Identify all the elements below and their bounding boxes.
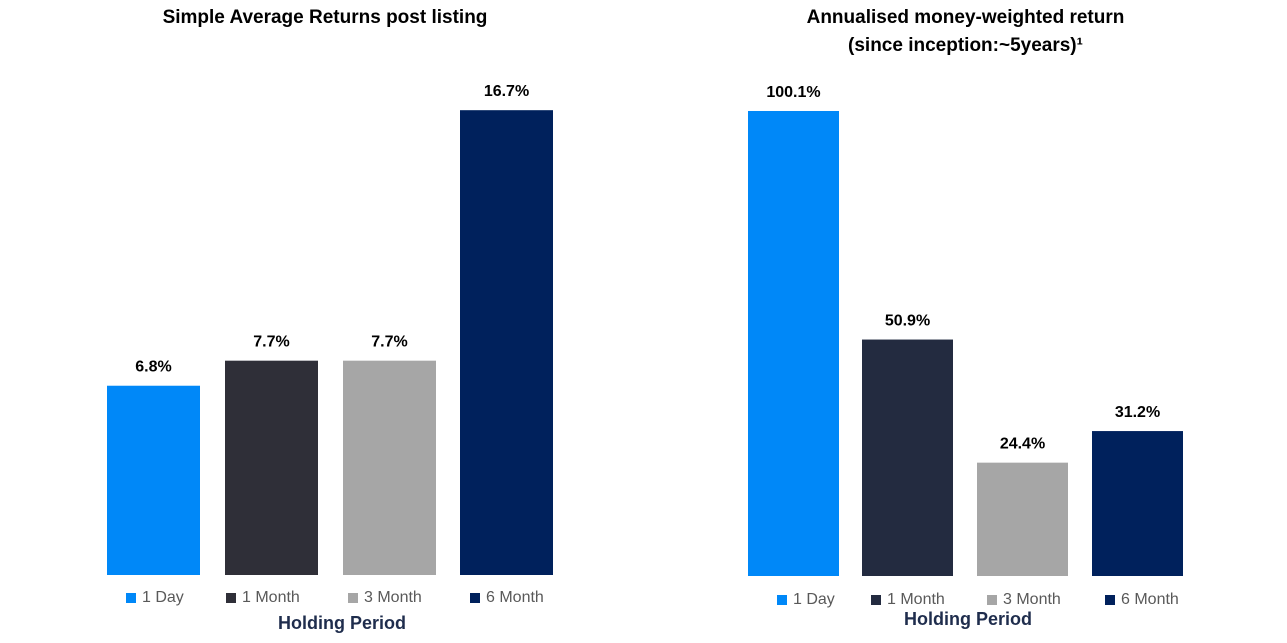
legend-label: 1 Day [793,591,835,608]
x-axis-label: Holding Period [278,613,406,633]
legend-swatch [777,595,787,605]
legend-item: 1 Day [126,589,184,607]
legend-item: 3 Month [348,589,422,607]
bar-1-month [862,339,953,576]
chart-title: Simple Average Returns post listing [0,4,650,32]
legend-label: 1 Month [242,589,300,606]
legend-item: 1 Day [777,591,835,609]
bar-6-month [460,110,553,575]
legend-swatch [126,593,136,603]
chart-title: Annualised money-weighted return (since … [644,4,1287,60]
x-axis-label: Holding Period [904,609,1032,629]
legend-label: 6 Month [1121,591,1179,608]
data-label: 7.7% [371,334,407,351]
legend-label: 3 Month [1003,591,1061,608]
legend-item: 6 Month [1105,591,1179,609]
legend-label: 1 Month [887,591,945,608]
legend-item: 1 Month [226,589,300,607]
data-label: 100.1% [766,84,820,101]
data-label: 50.9% [885,313,930,330]
data-label: 6.8% [135,359,171,376]
legend-label: 3 Month [364,589,422,606]
legend-item: 1 Month [871,591,945,609]
bar-plot: 6.8% 7.7% 7.7% 16.7% [107,83,553,575]
legend-swatch [987,595,997,605]
chart-subtitle-text: (since inception:~5years)¹ [848,35,1083,56]
legend-swatch [348,593,358,603]
bar-plot: 100.1% 50.9% 24.4% 31.2% [748,84,1183,577]
returns-chart-left: Simple Average Returns post listing 6.8%… [0,4,650,633]
legend-swatch [226,593,236,603]
bar-6-month [1092,431,1183,576]
legend-label: 1 Day [142,589,184,606]
legend-swatch [470,593,480,603]
returns-chart-right: Annualised money-weighted return (since … [650,0,1287,643]
data-label: 7.7% [253,334,289,351]
chart-title-text: Annualised money-weighted return [806,7,1125,28]
data-label: 16.7% [484,83,529,100]
bar-3-month [343,360,436,575]
legend-item: 3 Month [987,591,1061,609]
bar-1-day [107,385,200,575]
data-label: 24.4% [1000,436,1045,453]
bar-1-day [748,110,839,577]
bar-1-month [225,360,318,575]
legend-swatch [871,595,881,605]
legend-label: 6 Month [486,589,544,606]
chart-title-text: Simple Average Returns post listing [162,7,488,28]
legend-item: 6 Month [470,589,544,607]
data-label: 31.2% [1115,404,1160,421]
bar-3-month [977,462,1068,576]
legend-swatch [1105,595,1115,605]
